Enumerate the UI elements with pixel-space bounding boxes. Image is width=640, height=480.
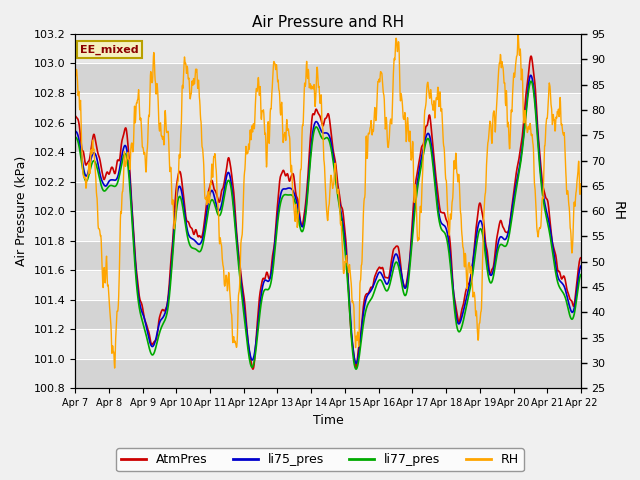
Title: Air Pressure and RH: Air Pressure and RH [252, 15, 404, 30]
RH [131, 120, 139, 126]
RH [515, 31, 522, 37]
Bar [75, 63, 581, 93]
li75_pres [111, 177, 118, 183]
Line: AtmPres: AtmPres [75, 56, 581, 369]
RH [360, 212, 367, 218]
li77_pres [131, 261, 139, 267]
RH [577, 180, 585, 186]
Legend: AtmPres, li75_pres, li77_pres, RH: AtmPres, li75_pres, li77_pres, RH [116, 448, 524, 471]
Line: RH: RH [75, 34, 581, 368]
RH [286, 148, 294, 154]
li75_pres [577, 263, 585, 269]
Bar [75, 181, 581, 211]
AtmPres [527, 53, 535, 59]
Line: li77_pres: li77_pres [75, 81, 581, 369]
li77_pres [360, 321, 367, 327]
AtmPres [249, 366, 257, 372]
RH [306, 83, 314, 89]
li75_pres [131, 253, 139, 259]
Bar [75, 359, 581, 388]
li75_pres [353, 360, 360, 366]
AtmPres [577, 255, 585, 261]
li75_pres [527, 72, 534, 78]
AtmPres [131, 248, 139, 254]
RH [71, 77, 79, 83]
li77_pres [286, 192, 294, 198]
Bar [75, 122, 581, 152]
li77_pres [352, 366, 360, 372]
Text: EE_mixed: EE_mixed [80, 45, 139, 55]
RH [111, 360, 118, 366]
RH [111, 365, 118, 371]
li77_pres [296, 225, 304, 231]
li75_pres [305, 165, 313, 170]
RH [297, 167, 305, 172]
AtmPres [297, 219, 305, 225]
li75_pres [286, 185, 294, 191]
li77_pres [527, 78, 535, 84]
AtmPres [360, 304, 367, 310]
li75_pres [71, 128, 79, 134]
AtmPres [306, 145, 314, 151]
Y-axis label: RH: RH [611, 201, 625, 221]
li75_pres [296, 218, 304, 224]
li77_pres [577, 272, 585, 277]
Bar [75, 300, 581, 329]
li77_pres [305, 170, 313, 176]
AtmPres [71, 113, 79, 119]
li77_pres [111, 183, 118, 189]
AtmPres [286, 177, 294, 183]
X-axis label: Time: Time [313, 414, 344, 427]
AtmPres [111, 170, 118, 176]
Bar [75, 240, 581, 270]
Y-axis label: Air Pressure (kPa): Air Pressure (kPa) [15, 156, 28, 266]
Line: li75_pres: li75_pres [75, 75, 581, 363]
li75_pres [360, 311, 367, 316]
li77_pres [71, 134, 79, 140]
